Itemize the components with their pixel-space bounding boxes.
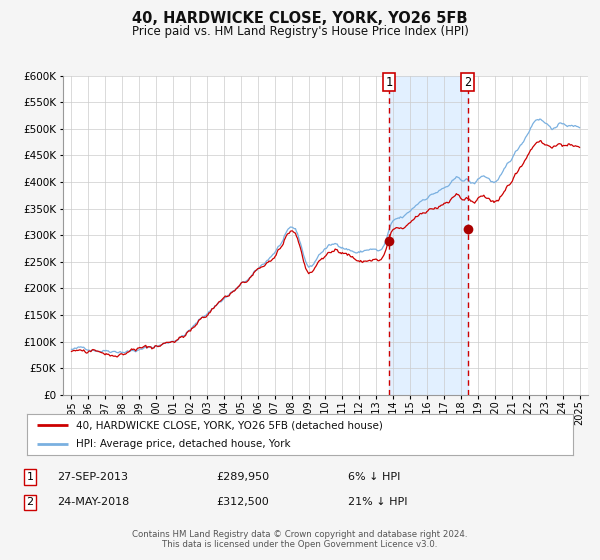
Text: 40, HARDWICKE CLOSE, YORK, YO26 5FB: 40, HARDWICKE CLOSE, YORK, YO26 5FB: [132, 11, 468, 26]
Text: 2: 2: [464, 76, 471, 88]
Text: This data is licensed under the Open Government Licence v3.0.: This data is licensed under the Open Gov…: [163, 540, 437, 549]
Text: £312,500: £312,500: [216, 497, 269, 507]
Text: 21% ↓ HPI: 21% ↓ HPI: [348, 497, 407, 507]
Text: Contains HM Land Registry data © Crown copyright and database right 2024.: Contains HM Land Registry data © Crown c…: [132, 530, 468, 539]
Text: £289,950: £289,950: [216, 472, 269, 482]
Text: HPI: Average price, detached house, York: HPI: Average price, detached house, York: [76, 439, 291, 449]
Text: 40, HARDWICKE CLOSE, YORK, YO26 5FB (detached house): 40, HARDWICKE CLOSE, YORK, YO26 5FB (det…: [76, 421, 383, 430]
Bar: [389, 76, 467, 395]
Text: 1: 1: [385, 76, 392, 88]
Text: 24-MAY-2018: 24-MAY-2018: [57, 497, 129, 507]
Text: 6% ↓ HPI: 6% ↓ HPI: [348, 472, 400, 482]
Text: Price paid vs. HM Land Registry's House Price Index (HPI): Price paid vs. HM Land Registry's House …: [131, 25, 469, 38]
Text: 1: 1: [26, 472, 34, 482]
Text: 2: 2: [26, 497, 34, 507]
Text: 27-SEP-2013: 27-SEP-2013: [57, 472, 128, 482]
